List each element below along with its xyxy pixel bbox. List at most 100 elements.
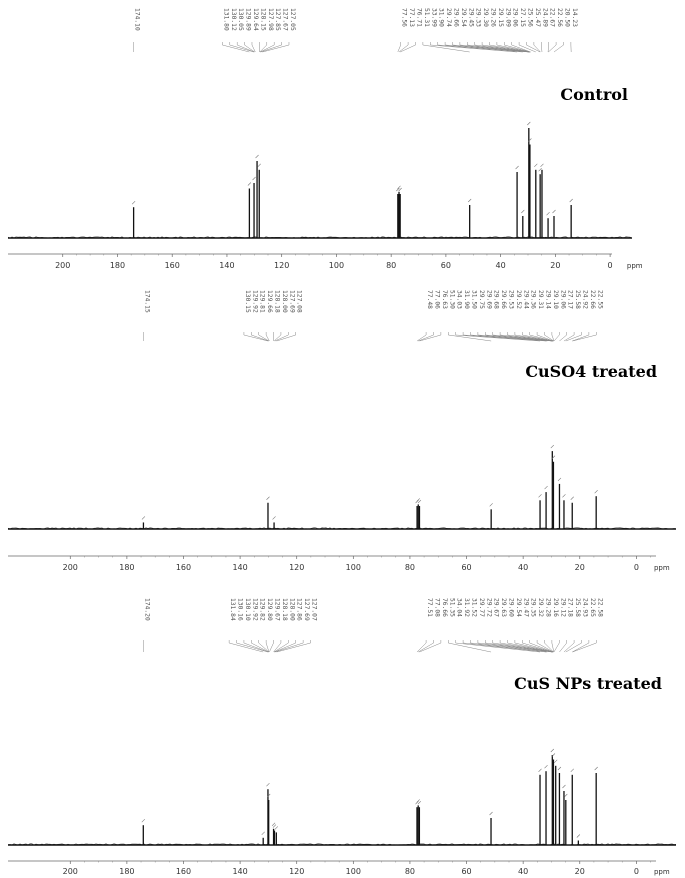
x-tick-label: 0	[634, 563, 639, 572]
peak-group-right-label: 29.54	[460, 8, 467, 27]
peak-group-right-leader	[492, 332, 553, 342]
x-tick-label: 160	[176, 867, 191, 876]
peak-group-right-label: 29.35	[530, 598, 537, 617]
peak-marker	[274, 826, 279, 830]
peak-group-mid-leader	[222, 42, 250, 53]
peak-marker	[557, 766, 562, 771]
x-tick-label: 180	[119, 563, 134, 572]
x-tick-label: 20	[550, 261, 560, 270]
peak-group-right-leader	[572, 332, 590, 342]
peak-group-right-label: 29.52	[515, 290, 522, 309]
peak-group-mid-label: 130.10	[244, 598, 251, 621]
x-tick-label: 20	[575, 563, 585, 572]
peak-group-right-label: 34.04	[456, 598, 463, 617]
x-tick-label: 60	[461, 563, 471, 572]
peak-marker	[544, 485, 548, 490]
peak-group-right-leader	[492, 640, 553, 653]
peak-group-right-label: 29.14	[544, 290, 551, 309]
spectrum-title: CuS NPs treated	[514, 674, 662, 693]
peak-group-right-leader	[507, 332, 553, 342]
peak-group-right-leader	[536, 332, 554, 342]
peak-marker	[266, 782, 270, 787]
peak-group-right-label: 22.67	[549, 8, 556, 27]
peak-group-right-leader	[398, 42, 409, 53]
x-tick-label: 100	[329, 261, 344, 270]
peak-group-mid-label: 127.85	[274, 8, 281, 31]
peak-group-right-leader	[485, 640, 553, 653]
peak-group-right-label: 77.13	[408, 8, 415, 27]
peak-marker	[417, 800, 422, 805]
peak-group-right-label: 29.36	[530, 290, 537, 309]
peak-group-right-label: 29.45	[467, 8, 474, 27]
x-tick-label: 0	[608, 261, 613, 270]
peak-marker	[551, 455, 556, 459]
peak-group-right-label: 14.23	[571, 8, 578, 27]
peak-marker	[131, 200, 136, 205]
peak-marker	[562, 494, 566, 498]
peak-group-right-leader	[462, 332, 547, 342]
peak-group-right-label: 24.89	[541, 8, 548, 27]
peak-group-right-leader	[504, 42, 531, 53]
peak-group-right-label: 29.15	[497, 8, 504, 27]
peak-group-mid-label: 127.67	[282, 8, 289, 31]
peak-marker	[489, 503, 493, 507]
peak-marker	[257, 163, 261, 168]
peak-group-right-label: 29.06	[559, 290, 566, 309]
peak-group-right-leader	[551, 332, 555, 342]
peak-group-mid-label: 129.92	[251, 290, 258, 313]
peak-group-right-leader	[536, 640, 554, 653]
peak-group-right-label: 29.54	[515, 598, 522, 617]
peak-group-mid-leader	[274, 640, 296, 653]
peak-group-right-leader	[559, 640, 567, 653]
peak-group-right-leader	[565, 332, 582, 342]
peak-group-right-label: 34.03	[456, 290, 463, 309]
x-tick-label: 100	[346, 563, 361, 572]
peak-group-right-label: 25.58	[574, 598, 581, 617]
peak-group-mid-leader	[265, 332, 270, 342]
peak-group-right-label: 29.66	[452, 8, 459, 27]
peak-group-right-label: 29.26	[489, 8, 496, 27]
peak-group-mid-label: 130.05	[237, 8, 244, 31]
peak-group-mid-leader	[236, 640, 269, 653]
peak-group-mid-leader	[276, 332, 296, 342]
peak-group-right-label: 31.52	[470, 598, 477, 617]
x-tick-label: 40	[518, 867, 528, 876]
peak-group-right-leader	[559, 332, 567, 342]
peak-group-right-leader	[553, 42, 564, 53]
peak-group-right-label: 25.47	[534, 8, 541, 27]
peak-group-right-leader	[418, 332, 434, 342]
peak-group-mid-leader	[229, 42, 255, 53]
peak-group-right-leader	[419, 332, 442, 342]
peak-group-mid-label: 130.16	[237, 598, 244, 621]
baseline-noise	[7, 236, 633, 239]
peak-group-right-leader	[548, 42, 557, 53]
peak-group-right-label: 29.68	[493, 290, 500, 309]
peak-group-right-label: 29.30	[482, 8, 489, 27]
peak-group-right-label: 31.90	[438, 8, 445, 27]
x-tick-label: 160	[165, 261, 180, 270]
peak-group-right-label: 76.66	[441, 598, 448, 617]
peak-group-mid-label: 127.98	[267, 8, 274, 31]
x-tick-label: 120	[274, 261, 289, 270]
peak-group-right-leader	[397, 42, 401, 53]
x-tick-label: 80	[405, 563, 415, 572]
peak-group-right-leader	[467, 42, 530, 53]
peak-group-right-label: 29.63	[500, 598, 507, 617]
peak-group-right-label: 29.72	[485, 598, 492, 617]
peak-marker	[416, 799, 420, 803]
peak-marker	[576, 834, 581, 838]
peak-marker	[141, 516, 146, 520]
peak-group-right-leader	[400, 42, 416, 53]
peak-group-mid-label: 127.86	[296, 598, 303, 621]
peak-marker	[272, 824, 277, 828]
peak-group-right-label: 77.06	[433, 290, 440, 309]
peak-group-right-leader	[437, 42, 523, 53]
peak-group-right-label: 29.60	[507, 598, 514, 617]
peak-group-right-label: 29.31	[537, 290, 544, 309]
peak-group-mid-label: 128.15	[259, 8, 266, 31]
peak-group-mid-leader	[259, 42, 268, 53]
peak-group-mid-leader	[274, 332, 289, 342]
peak-group-right-label: 22.55	[596, 290, 603, 309]
peak-group-right-leader	[499, 332, 553, 342]
